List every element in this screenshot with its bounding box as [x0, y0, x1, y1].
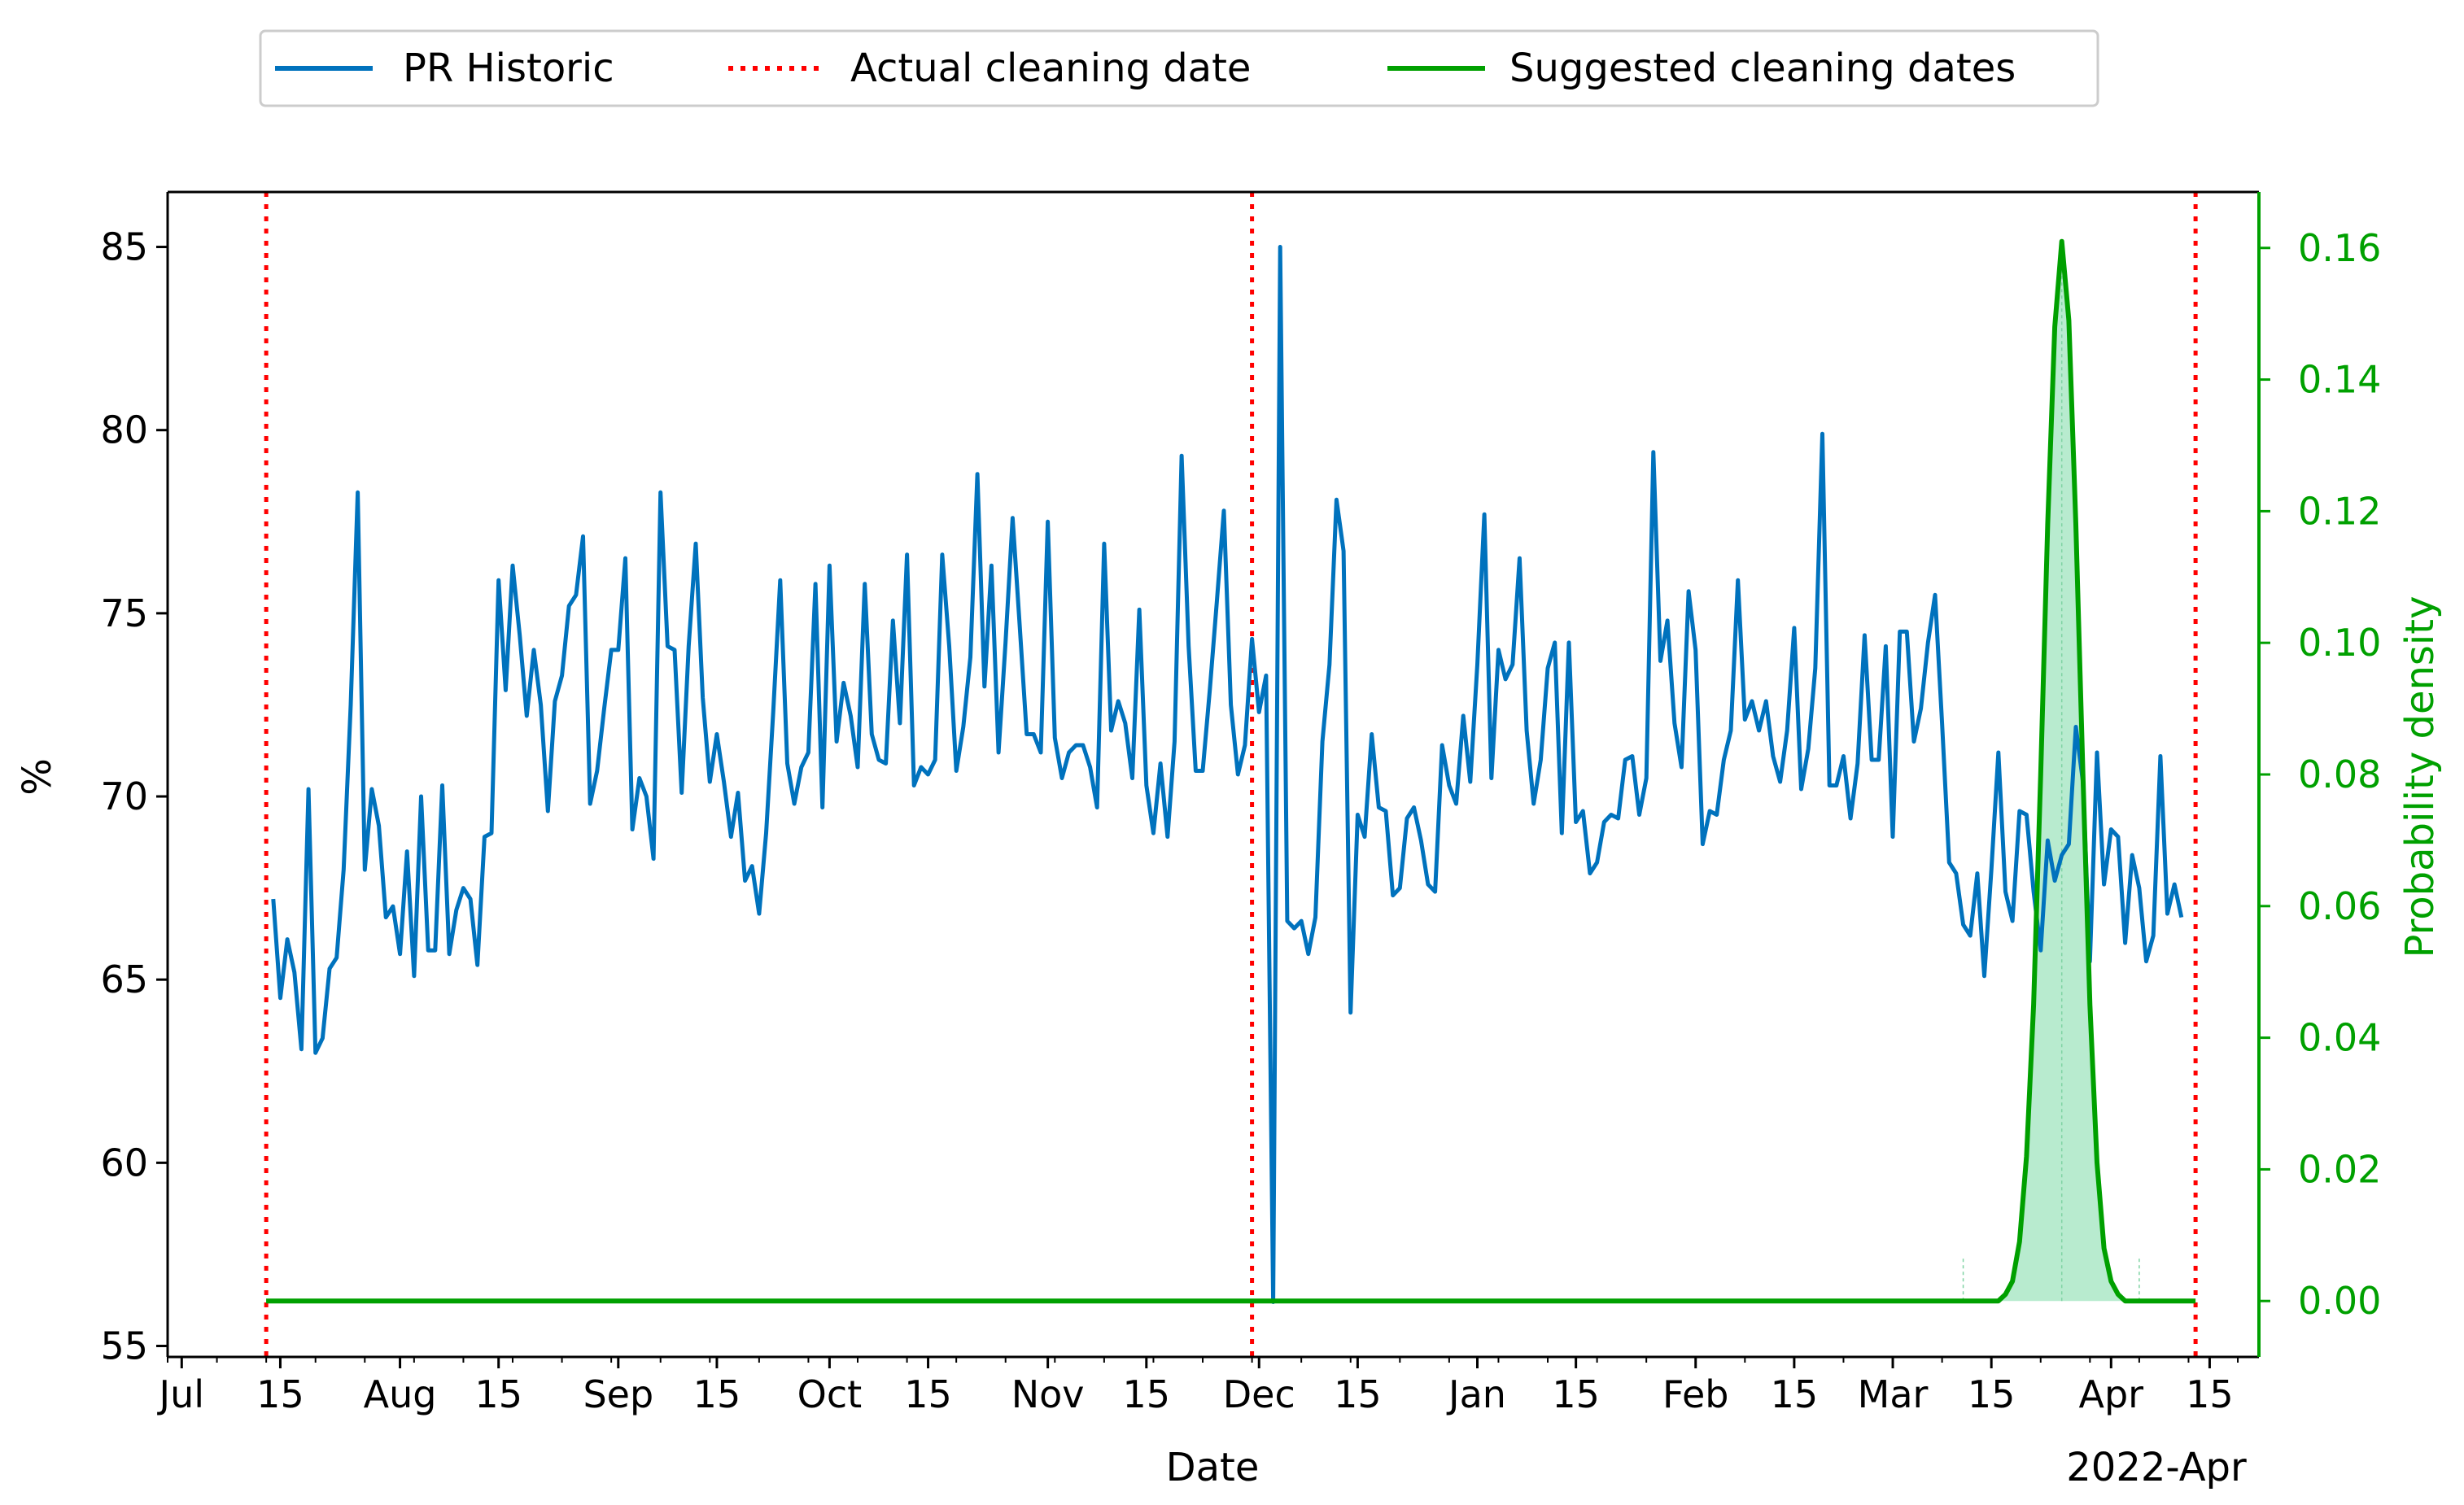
x-tick-label: 15: [474, 1372, 522, 1416]
legend-label-suggested: Suggested cleaning dates: [1509, 46, 2016, 91]
y2-tick-label: 0.10: [2298, 621, 2381, 665]
x-tick-label: Nov: [1011, 1372, 1085, 1416]
x-tick-label: 15: [1123, 1372, 1171, 1416]
y-tick-label: 70: [100, 774, 148, 818]
x-tick-label: Oct: [797, 1372, 863, 1416]
y-tick-label: 85: [100, 225, 148, 269]
x-tick-label: Aug: [364, 1372, 437, 1416]
x-axis-year-label: 2022-Apr: [2066, 1445, 2247, 1490]
legend-label-cleaning: Actual cleaning date: [850, 46, 1251, 91]
x-tick-label: 15: [693, 1372, 741, 1416]
x-tick-label: Apr: [2078, 1372, 2143, 1416]
legend-label-pr: PR Historic: [403, 46, 614, 91]
x-tick-label: 15: [1771, 1372, 1819, 1416]
y2-tick-label: 0.16: [2298, 226, 2381, 270]
y2-tick-label: 0.08: [2298, 752, 2381, 796]
y-tick-label: 80: [100, 408, 148, 452]
x-tick-label: 15: [1552, 1372, 1600, 1416]
pr-series-layer: [271, 245, 2184, 1304]
density-series-layer: [266, 238, 2196, 1304]
y-tick-label: 75: [100, 591, 148, 635]
x-tick-label: 15: [2186, 1372, 2234, 1416]
y-tick-label: 65: [100, 958, 148, 1001]
density-fill-area: [1963, 241, 2139, 1302]
pr-historic-line: [271, 245, 2184, 1304]
y2-tick-label: 0.14: [2298, 358, 2381, 402]
x-tick-label: Jul: [157, 1372, 205, 1416]
x-tick-label: Mar: [1858, 1372, 1929, 1416]
x-tick-label: 15: [904, 1372, 952, 1416]
y2-tick-label: 0.04: [2298, 1016, 2381, 1060]
x-tick-label: 15: [256, 1372, 304, 1416]
suggested-cleaning-line: [266, 238, 2196, 1304]
legend: PR Historic Actual cleaning date Suggest…: [259, 29, 2099, 107]
x-tick-label: 15: [1334, 1372, 1382, 1416]
x-axis-label: Date: [1166, 1445, 1260, 1490]
x-tick-label: Dec: [1223, 1372, 1295, 1416]
y2-axis-label: Probability density: [2397, 596, 2443, 958]
x-tick-label: Sep: [583, 1372, 653, 1416]
y2-tick-label: 0.06: [2298, 884, 2381, 928]
y2-tick-label: 0.02: [2298, 1147, 2381, 1191]
x-tick-label: Jan: [1446, 1372, 1506, 1416]
y2-tick-label: 0.00: [2298, 1279, 2381, 1323]
x-tick-label: 15: [1968, 1372, 2016, 1416]
density-fill-layer: [1962, 241, 2140, 1302]
y-tick-label: 60: [100, 1141, 148, 1184]
x-tick-label: Feb: [1662, 1372, 1728, 1416]
y2-tick-label: 0.12: [2298, 489, 2381, 533]
axes-layer: 55 60 65 70 75 80 85 0.00 0.02 0.04 0.06 0.08 0.10 0.…: [100, 190, 2381, 1416]
y-tick-label: 55: [100, 1324, 148, 1368]
y-axis-label: %: [15, 758, 60, 796]
